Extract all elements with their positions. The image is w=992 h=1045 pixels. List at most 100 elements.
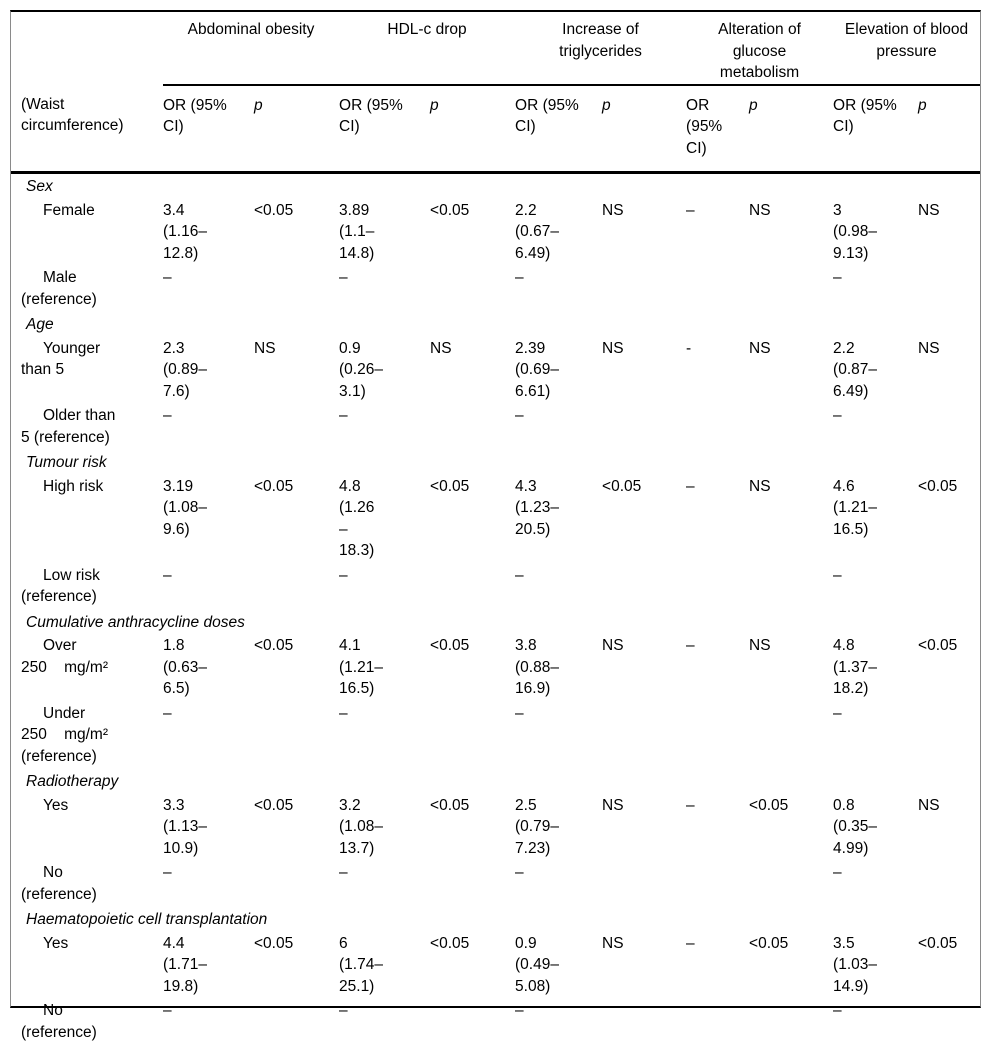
p-cell <box>749 999 833 1045</box>
table-row: Under 250 mg/m² (reference) – – – – <box>11 702 980 770</box>
or-cell: – <box>339 407 348 424</box>
p-cell <box>254 999 339 1045</box>
or-cell: 2.39 (0.69– 6.61) <box>515 339 559 400</box>
section-title-age: Age <box>26 316 54 333</box>
p-cell <box>749 861 833 907</box>
or-cell: – <box>339 864 348 881</box>
or-cell: 4.4 (1.71– 19.8) <box>163 934 207 995</box>
p-cell <box>749 404 833 450</box>
section-title-sex: Sex <box>26 178 53 195</box>
p-cell <box>749 266 833 312</box>
row-label: No (reference) <box>21 864 97 903</box>
or-cell: – <box>833 1002 842 1019</box>
p-cell <box>918 861 980 907</box>
p-cell <box>430 404 515 450</box>
sub-header-row: (Waist circumference) OR (95% CI) p OR (… <box>11 84 981 174</box>
or-cell: 3.5 (1.03– 14.9) <box>833 934 877 995</box>
table-row: Low risk (reference) – – – – <box>11 564 980 610</box>
p-cell <box>602 404 686 450</box>
or-cell: – <box>515 407 524 424</box>
p-cell: NS <box>918 201 940 219</box>
p-cell: <0.05 <box>749 796 789 814</box>
table-row: Yes 4.4 (1.71– 19.8) <0.05 6 (1.74– 25.1… <box>11 932 980 1000</box>
or-cell: – <box>833 269 842 286</box>
row-label: Female <box>43 201 95 219</box>
or-cell: 3.19 (1.08– 9.6) <box>163 477 207 538</box>
row-label: Male (reference) <box>21 269 97 308</box>
section-title-tumour-risk: Tumour risk <box>26 454 107 471</box>
p-cell: NS <box>254 339 276 357</box>
or-cell: 4.6 (1.21– 16.5) <box>833 477 877 538</box>
or-cell: 3.89 (1.1– 14.8) <box>339 201 375 262</box>
or-cell: – <box>163 269 172 286</box>
table-row: No (reference) – – – – <box>11 999 980 1045</box>
p-cell: <0.05 <box>918 637 958 654</box>
p-cell <box>430 702 515 770</box>
p-cell: NS <box>749 339 771 357</box>
p-cell <box>430 266 515 312</box>
p-cell <box>602 861 686 907</box>
p-cell: <0.05 <box>918 477 958 495</box>
group-header-blood-pressure: Elevation of blood pressure <box>833 12 981 86</box>
or-cell: - <box>686 339 692 357</box>
table-frame: Abdominal obesity HDL-c drop Increase of… <box>10 10 981 1041</box>
or-cell: 3 (0.98– 9.13) <box>833 201 877 262</box>
row-label: Older than 5 (reference) <box>21 407 116 446</box>
p-cell: NS <box>602 339 624 357</box>
or-cell: – <box>339 269 348 286</box>
or-cell: – <box>833 864 842 881</box>
odds-ratio-table: Abdominal obesity HDL-c drop Increase of… <box>11 12 981 1045</box>
p-cell: <0.05 <box>602 477 642 495</box>
p-header: p <box>254 84 340 174</box>
group-header-row: Abdominal obesity HDL-c drop Increase of… <box>11 12 981 86</box>
p-cell: NS <box>749 201 771 219</box>
p-cell <box>602 564 686 610</box>
or-cell <box>686 404 749 450</box>
or-cell: – <box>686 477 695 495</box>
or-cell: – <box>515 1002 524 1019</box>
table-row: No (reference) – – – – <box>11 861 980 907</box>
section-header-row: Sex <box>11 173 980 199</box>
p-cell <box>430 564 515 610</box>
p-cell <box>602 266 686 312</box>
or-cell: 2.5 (0.79– 7.23) <box>515 796 559 857</box>
or-cell: – <box>686 796 695 814</box>
p-cell: <0.05 <box>430 477 470 495</box>
p-cell <box>254 404 339 450</box>
p-cell: NS <box>430 339 452 357</box>
p-cell: NS <box>918 339 940 357</box>
p-cell <box>749 564 833 610</box>
or-cell: 0.8 (0.35– 4.99) <box>833 796 877 857</box>
p-header: p <box>602 84 687 174</box>
p-cell <box>749 702 833 770</box>
group-header-glucose-metabolism: Alteration of glucose metabolism <box>686 12 834 86</box>
section-title-hct: Haematopoietic cell transplantation <box>26 911 268 928</box>
or-cell: 3.4 (1.16– 12.8) <box>163 201 207 262</box>
table-row: Female 3.4 (1.16– 12.8) <0.05 3.89 (1.1–… <box>11 199 980 267</box>
group-header-triglycerides: Increase of triglycerides <box>515 12 687 86</box>
or-ci-header: OR (95% CI) <box>833 84 919 174</box>
or-cell: – <box>686 201 695 219</box>
p-cell <box>254 266 339 312</box>
or-cell: – <box>339 1002 348 1019</box>
p-cell <box>254 702 339 770</box>
p-cell <box>430 999 515 1045</box>
or-cell: 4.8 (1.37– 18.2) <box>833 637 877 697</box>
or-cell: – <box>163 704 172 722</box>
row-label: Low risk (reference) <box>21 566 100 606</box>
or-cell: – <box>833 704 842 722</box>
or-cell: 0.9 (0.49– 5.08) <box>515 934 559 995</box>
group-header-abdominal-obesity: Abdominal obesity <box>163 12 340 86</box>
p-cell: <0.05 <box>254 637 294 654</box>
corner-spacer <box>11 12 163 85</box>
or-ci-header: OR (95% CI) <box>515 84 603 174</box>
p-header: p <box>430 84 516 174</box>
p-cell: <0.05 <box>254 477 294 495</box>
p-cell: NS <box>918 796 940 814</box>
or-cell: 6 (1.74– 25.1) <box>339 934 383 995</box>
or-cell: – <box>163 864 172 881</box>
p-cell: NS <box>749 637 771 654</box>
section-header-row: Radiotherapy <box>11 769 980 794</box>
p-cell <box>918 266 980 312</box>
section-header-row: Tumour risk <box>11 450 980 475</box>
